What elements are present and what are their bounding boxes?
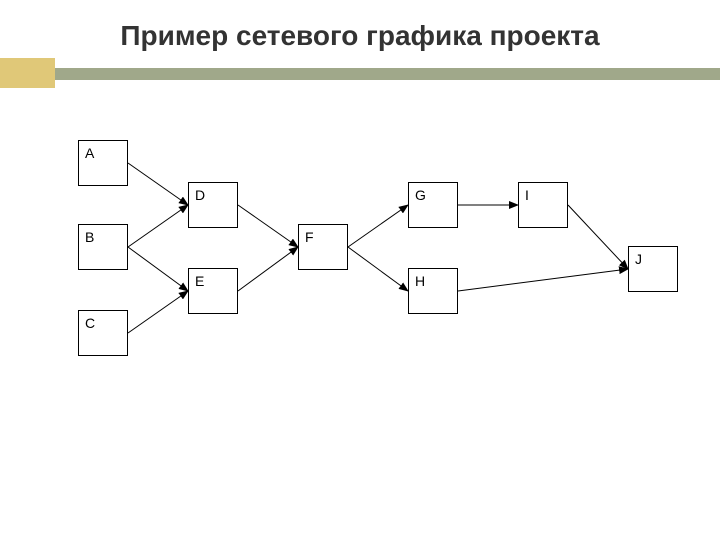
edge-c-e	[128, 291, 188, 333]
node-c: C	[78, 310, 128, 356]
edge-b-e	[128, 247, 188, 291]
node-d: D	[188, 182, 238, 228]
edge-f-h	[348, 247, 408, 291]
edge-a-d	[128, 163, 188, 205]
accent-box	[0, 58, 55, 88]
node-g: G	[408, 182, 458, 228]
accent-bar	[0, 68, 720, 80]
node-e: E	[188, 268, 238, 314]
node-b: B	[78, 224, 128, 270]
node-j: J	[628, 246, 678, 292]
edge-d-f	[238, 205, 298, 247]
edge-e-f	[238, 247, 298, 291]
edge-h-j	[458, 269, 628, 291]
edge-b-d	[128, 205, 188, 247]
node-f: F	[298, 224, 348, 270]
page-title: Пример сетевого графика проекта	[0, 20, 720, 52]
node-h: H	[408, 268, 458, 314]
edge-f-g	[348, 205, 408, 247]
network-diagram: ABC DE F GH I J	[0, 120, 720, 420]
node-i: I	[518, 182, 568, 228]
node-a: A	[78, 140, 128, 186]
edge-i-j	[568, 205, 628, 269]
